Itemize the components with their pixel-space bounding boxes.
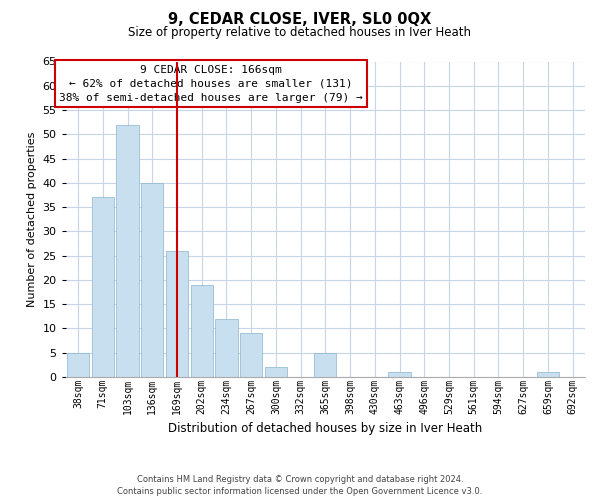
- Bar: [388, 372, 410, 377]
- X-axis label: Distribution of detached houses by size in Iver Heath: Distribution of detached houses by size …: [168, 422, 482, 435]
- Bar: [314, 353, 337, 377]
- Bar: [240, 334, 262, 377]
- Y-axis label: Number of detached properties: Number of detached properties: [27, 132, 37, 307]
- Bar: [215, 319, 238, 377]
- Bar: [265, 368, 287, 377]
- Bar: [67, 353, 89, 377]
- Bar: [141, 183, 163, 377]
- Text: 9, CEDAR CLOSE, IVER, SL0 0QX: 9, CEDAR CLOSE, IVER, SL0 0QX: [169, 12, 431, 28]
- Bar: [191, 285, 213, 377]
- Bar: [92, 198, 114, 377]
- Bar: [116, 124, 139, 377]
- Text: Contains HM Land Registry data © Crown copyright and database right 2024.
Contai: Contains HM Land Registry data © Crown c…: [118, 474, 482, 496]
- Bar: [537, 372, 559, 377]
- Text: Size of property relative to detached houses in Iver Heath: Size of property relative to detached ho…: [128, 26, 472, 39]
- Text: 9 CEDAR CLOSE: 166sqm
← 62% of detached houses are smaller (131)
38% of semi-det: 9 CEDAR CLOSE: 166sqm ← 62% of detached …: [59, 64, 363, 102]
- Bar: [166, 251, 188, 377]
